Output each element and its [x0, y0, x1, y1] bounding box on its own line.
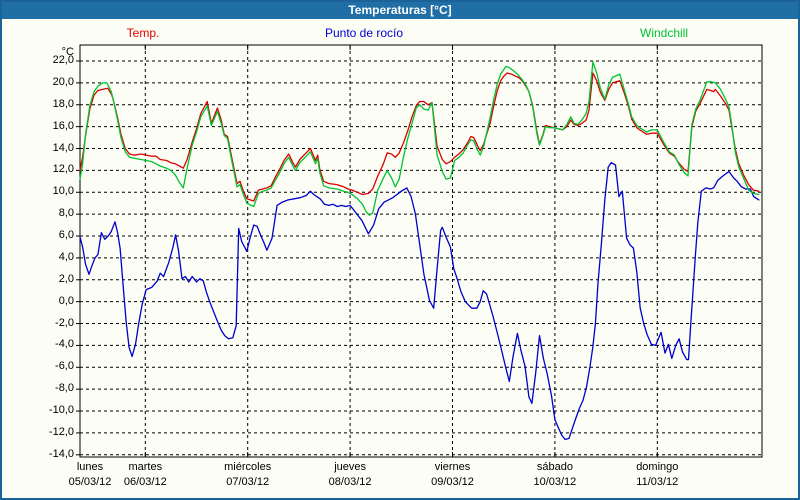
legend-item-windchill: Windchill — [639, 26, 689, 40]
y-tick-label: 16,0 — [52, 119, 74, 132]
y-tick-label: -4,0 — [55, 338, 74, 351]
y-tick-label: 0,0 — [58, 294, 74, 307]
day-name-label: lunes — [76, 461, 104, 473]
day-date-label: 05/03/12 — [68, 476, 112, 488]
chart-legend: Temp. Punto de rocío Windchill — [2, 26, 798, 42]
legend-item-dew-point: Punto de rocío — [324, 26, 404, 40]
y-tick-label: 20,0 — [52, 75, 74, 88]
series-line-dew-point — [79, 162, 760, 441]
plot-frame — [79, 44, 763, 458]
y-tick-label: 2,0 — [58, 272, 74, 285]
day-name-label: domingo — [636, 461, 679, 473]
day-name-label: miércoles — [224, 461, 272, 473]
day-name-label: sábado — [536, 461, 573, 473]
y-tick-label: -10,0 — [48, 404, 74, 417]
y-tick-label: 18,0 — [52, 97, 74, 110]
day-name-label: viernes — [434, 461, 471, 473]
y-tick-label: 4,0 — [58, 250, 74, 263]
y-tick-label: 8,0 — [58, 207, 74, 220]
y-tick-label: -12,0 — [48, 425, 74, 438]
y-tick-label: -14,0 — [48, 447, 74, 460]
y-tick-label: -2,0 — [55, 316, 74, 329]
y-tick-label: 14,0 — [52, 141, 74, 154]
day-date-label: 07/03/12 — [226, 476, 270, 488]
window-titlebar: Temperaturas [°C] — [2, 2, 798, 19]
day-name-label: martes — [128, 461, 163, 473]
series-line-windchill — [79, 61, 760, 216]
y-tick-label: 10,0 — [52, 185, 74, 198]
day-date-label: 06/03/12 — [123, 476, 167, 488]
y-tick-label: -6,0 — [55, 360, 74, 373]
day-name-label: jueves — [334, 461, 366, 473]
legend-item-temp: Temp. — [126, 26, 160, 40]
window-title: Temperaturas [°C] — [348, 3, 452, 17]
day-date-label: 09/03/12 — [431, 476, 474, 488]
day-date-label: 11/03/12 — [636, 476, 679, 488]
day-date-label: 10/03/12 — [533, 476, 577, 488]
y-tick-label: 6,0 — [58, 229, 74, 242]
y-tick-label: 12,0 — [52, 163, 74, 176]
y-tick-label: -8,0 — [55, 382, 74, 395]
y-axis-unit-label: °C — [61, 46, 74, 58]
day-date-label: 08/03/12 — [328, 476, 372, 488]
y-tick-label: 22,0 — [52, 54, 74, 66]
